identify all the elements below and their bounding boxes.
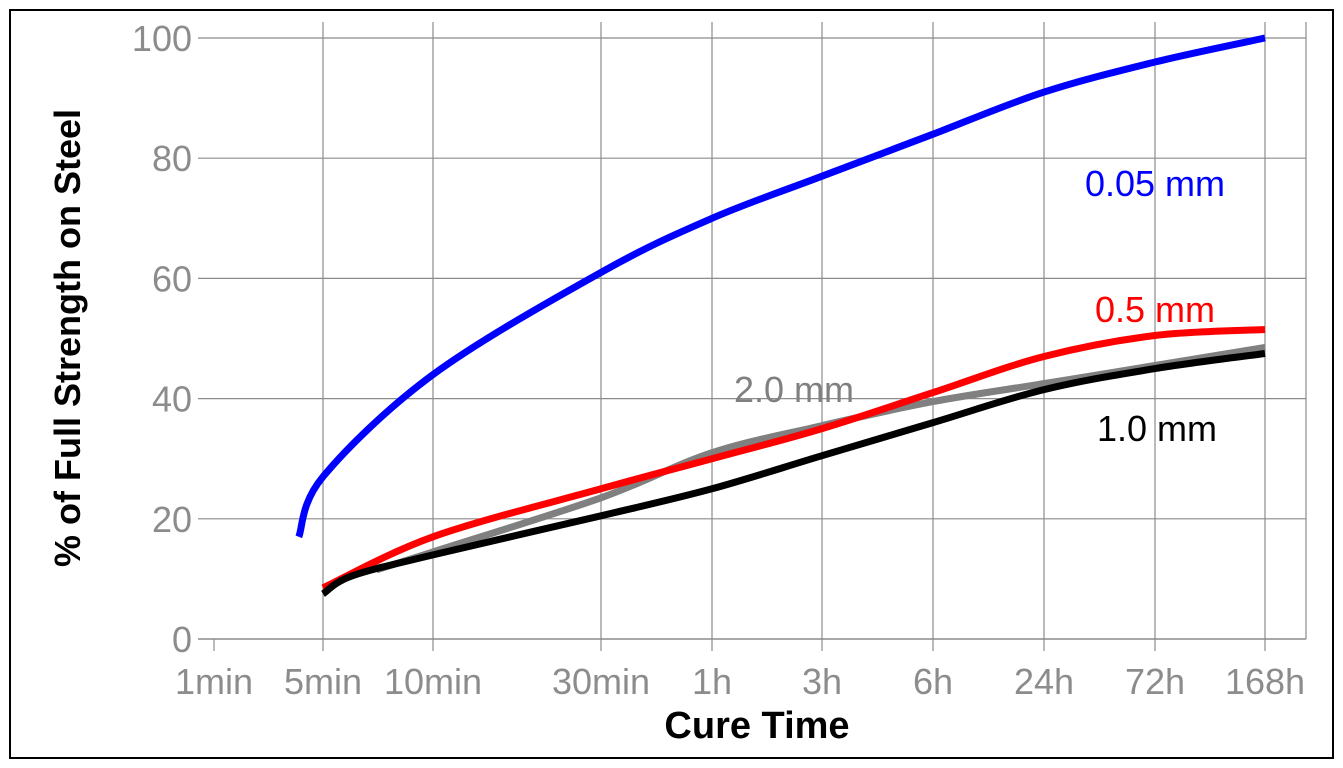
y-tick-labels: 0 20 40 60 80 100 [132, 18, 192, 660]
x-tick-label: 5min [284, 661, 362, 702]
series-line [320, 350, 1266, 597]
y-axis-title: % of Full Strength on Steel [47, 109, 88, 567]
x-tick-label: 3h [802, 661, 842, 702]
x-tick-label: 10min [384, 661, 482, 702]
y-tick-label: 80 [152, 138, 192, 179]
x-tick-label: 1min [175, 661, 253, 702]
x-tick-label: 168h [1225, 661, 1305, 702]
x-tick-label: 24h [1014, 661, 1074, 702]
series-label: 0.5 mm [1095, 289, 1215, 330]
series-label: 2.0 mm [734, 369, 854, 410]
y-tick-label: 0 [172, 619, 192, 660]
series-label: 0.05 mm [1085, 163, 1225, 204]
series-label: 1.0 mm [1097, 408, 1217, 449]
y-tick-label: 60 [152, 258, 192, 299]
chart-frame [9, 9, 1334, 759]
y-tick-label: 40 [152, 379, 192, 420]
x-tick-labels: 1min 5min 10min 30min 1h 3h 6h 24h 72h 168h [175, 661, 1305, 702]
x-tick-label: 72h [1125, 661, 1185, 702]
series-labels: 0.05 mm 0.5 mm 2.0 mm 1.0 mm [734, 163, 1225, 449]
x-tick-label: 1h [692, 661, 732, 702]
x-tick-label: 30min [552, 661, 650, 702]
grid-layer [198, 22, 1307, 651]
series-layer [295, 34, 1266, 597]
series-line [295, 34, 1266, 539]
y-tick-label: 20 [152, 499, 192, 540]
x-tick-label: 6h [913, 661, 953, 702]
series-line [321, 326, 1266, 592]
x-axis-title: Cure Time [664, 705, 849, 747]
y-tick-label: 100 [132, 18, 192, 59]
